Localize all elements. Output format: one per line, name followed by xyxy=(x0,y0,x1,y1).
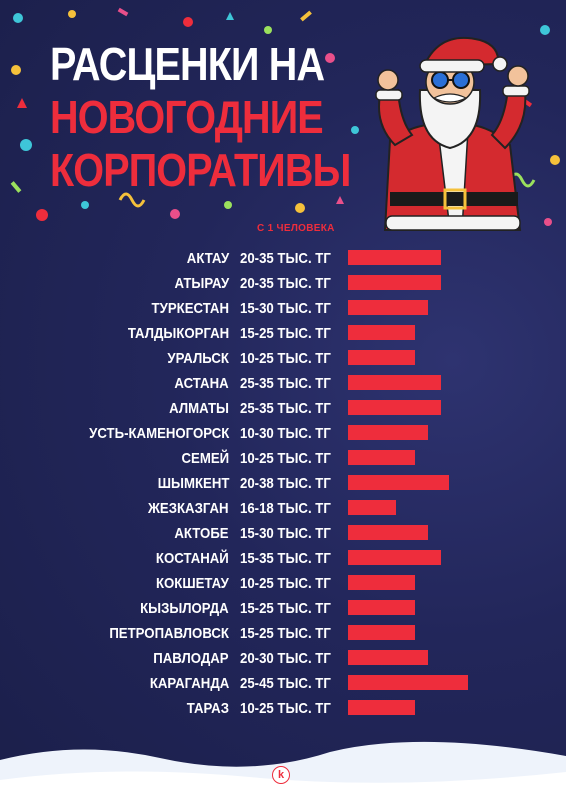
price-label: 15-30 ТЫС. ТГ xyxy=(240,300,331,317)
city-label: ПЕТРОПАВЛОВСК xyxy=(109,625,229,642)
price-bar xyxy=(348,250,441,265)
city-label: КАРАГАНДА xyxy=(149,675,229,692)
price-chart: АКТАУ 20-35 ТЫС. ТГ АТЫРАУ 20-35 ТЫС. ТГ ТУР… xyxy=(0,246,566,721)
price-bar xyxy=(348,450,415,465)
price-bar xyxy=(348,700,415,715)
price-label: 20-30 ТЫС. ТГ xyxy=(240,650,331,667)
price-bar xyxy=(348,400,441,415)
price-label: 16-18 ТЫС. ТГ xyxy=(240,500,331,517)
price-label: 10-25 ТЫС. ТГ xyxy=(240,700,331,717)
price-label: 15-35 ТЫС. ТГ xyxy=(240,550,331,567)
city-label: АСТАНА xyxy=(174,375,229,392)
chart-row: УСТЬ-КАМЕНОГОРСК 10-30 ТЫС. ТГ xyxy=(0,421,566,446)
city-label: АЛМАТЫ xyxy=(169,400,229,417)
chart-row: ПЕТРОПАВЛОВСК 15-25 ТЫС. ТГ xyxy=(0,621,566,646)
chart-row: АТЫРАУ 20-35 ТЫС. ТГ xyxy=(0,271,566,296)
santa-illustration xyxy=(375,36,530,231)
snow-decoration xyxy=(0,741,566,800)
chart-row: ТУРКЕСТАН 15-30 ТЫС. ТГ xyxy=(0,296,566,321)
chart-subtitle: С 1 ЧЕЛОВЕКА xyxy=(257,223,335,234)
city-label: ШЫМКЕНТ xyxy=(157,475,229,492)
chart-row: АСТАНА 25-35 ТЫС. ТГ xyxy=(0,371,566,396)
city-label: ТАРАЗ xyxy=(186,700,229,717)
price-label: 20-35 ТЫС. ТГ xyxy=(240,275,331,292)
chart-row: ШЫМКЕНТ 20-38 ТЫС. ТГ xyxy=(0,471,566,496)
price-label: 25-45 ТЫС. ТГ xyxy=(240,675,331,692)
chart-row: ТАЛДЫКОРГАН 15-25 ТЫС. ТГ xyxy=(0,321,566,346)
city-label: УСТЬ-КАМЕНОГОРСК xyxy=(88,425,229,442)
price-label: 15-30 ТЫС. ТГ xyxy=(240,525,331,542)
price-bar xyxy=(348,525,428,540)
price-bar xyxy=(348,500,396,515)
price-bar xyxy=(348,325,415,340)
city-label: ПАВЛОДАР xyxy=(153,650,229,667)
chart-row: ПАВЛОДАР 20-30 ТЫС. ТГ xyxy=(0,646,566,671)
chart-row: КАРАГАНДА 25-45 ТЫС. ТГ xyxy=(0,671,566,696)
city-label: ТАЛДЫКОРГАН xyxy=(127,325,229,342)
city-label: КОСТАНАЙ xyxy=(156,550,229,567)
chart-row: КЫЗЫЛОРДА 15-25 ТЫС. ТГ xyxy=(0,596,566,621)
price-bar xyxy=(348,600,415,615)
city-label: ТУРКЕСТАН xyxy=(151,300,229,317)
chart-row: ЖЕЗКАЗГАН 16-18 ТЫС. ТГ xyxy=(0,496,566,521)
city-label: КЫЗЫЛОРДА xyxy=(140,600,229,617)
city-label: КОКШЕТАУ xyxy=(156,575,229,592)
title-line-2: НОВОГОДНИЕ xyxy=(50,91,324,143)
brand-logo: k xyxy=(272,766,290,784)
title-line-1: РАСЦЕНКИ НА xyxy=(50,38,325,90)
price-bar xyxy=(348,375,441,390)
price-bar xyxy=(348,550,441,565)
chart-row: КОСТАНАЙ 15-35 ТЫС. ТГ xyxy=(0,546,566,571)
price-bar xyxy=(348,575,415,590)
price-bar xyxy=(348,350,415,365)
price-bar xyxy=(348,625,415,640)
chart-row: УРАЛЬСК 10-25 ТЫС. ТГ xyxy=(0,346,566,371)
price-label: 15-25 ТЫС. ТГ xyxy=(240,625,331,642)
price-label: 20-35 ТЫС. ТГ xyxy=(240,250,331,267)
city-label: АКТОБЕ xyxy=(174,525,229,542)
price-bar xyxy=(348,475,449,490)
price-bar xyxy=(348,425,428,440)
price-bar xyxy=(348,300,428,315)
price-label: 10-25 ТЫС. ТГ xyxy=(240,575,331,592)
price-label: 15-25 ТЫС. ТГ xyxy=(240,600,331,617)
chart-row: АКТАУ 20-35 ТЫС. ТГ xyxy=(0,246,566,271)
chart-row: ТАРАЗ 10-25 ТЫС. ТГ xyxy=(0,696,566,721)
city-label: СЕМЕЙ xyxy=(181,450,229,467)
price-label: 10-25 ТЫС. ТГ xyxy=(240,350,331,367)
price-label: 10-30 ТЫС. ТГ xyxy=(240,425,331,442)
price-bar xyxy=(348,675,468,690)
price-bar xyxy=(348,275,441,290)
title-line-3: КОРПОРАТИВЫ xyxy=(50,144,351,196)
chart-row: КОКШЕТАУ 10-25 ТЫС. ТГ xyxy=(0,571,566,596)
price-label: 10-25 ТЫС. ТГ xyxy=(240,450,331,467)
price-label: 25-35 ТЫС. ТГ xyxy=(240,375,331,392)
chart-row: АКТОБЕ 15-30 ТЫС. ТГ xyxy=(0,521,566,546)
city-label: ЖЕЗКАЗГАН xyxy=(148,500,229,517)
price-label: 20-38 ТЫС. ТГ xyxy=(240,475,331,492)
city-label: АКТАУ xyxy=(186,250,229,267)
chart-row: СЕМЕЙ 10-25 ТЫС. ТГ xyxy=(0,446,566,471)
price-label: 25-35 ТЫС. ТГ xyxy=(240,400,331,417)
chart-row: АЛМАТЫ 25-35 ТЫС. ТГ xyxy=(0,396,566,421)
city-label: АТЫРАУ xyxy=(174,275,229,292)
price-label: 15-25 ТЫС. ТГ xyxy=(240,325,331,342)
price-bar xyxy=(348,650,428,665)
city-label: УРАЛЬСК xyxy=(167,350,229,367)
